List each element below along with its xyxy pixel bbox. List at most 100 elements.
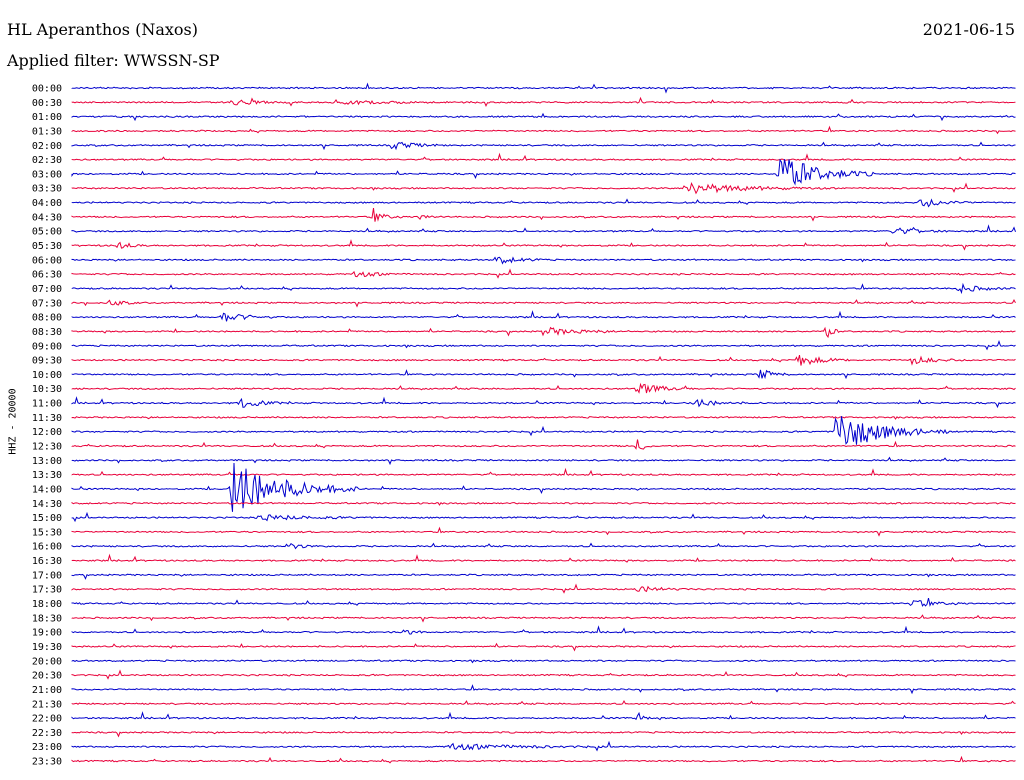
tick-label-group: 00:00 00:30 01:00 01:30 02:00 02:30 03:00 03:30… xyxy=(32,84,62,768)
trace-line xyxy=(71,755,1016,764)
row-tick-label: 21:30 xyxy=(32,699,62,710)
trace-line xyxy=(71,326,1016,339)
station-title: HL Aperanthos (Naxos) xyxy=(7,20,198,39)
row-tick-label: 05:00 xyxy=(32,227,62,238)
row-tick-label: 03:00 xyxy=(32,169,62,180)
row-tick-label: 04:30 xyxy=(32,212,62,223)
row-tick-label: 14:30 xyxy=(32,499,62,510)
trace-line xyxy=(71,415,1016,420)
row-tick-label: 05:30 xyxy=(32,241,62,252)
trace-line xyxy=(71,369,1016,380)
trace-line xyxy=(71,198,1016,208)
row-tick-label: 00:30 xyxy=(32,98,62,109)
trace-group xyxy=(71,82,1016,764)
trace-line xyxy=(71,256,1016,265)
row-tick-label: 01:30 xyxy=(32,126,62,137)
filter-label: Applied filter: WWSSN-SP xyxy=(7,51,220,70)
row-tick-label: 21:00 xyxy=(32,685,62,696)
row-tick-label: 02:30 xyxy=(32,155,62,166)
trace-line xyxy=(71,699,1016,706)
row-tick-label: 20:30 xyxy=(32,671,62,682)
row-tick-label: 16:30 xyxy=(32,556,62,567)
trace-line xyxy=(71,467,1016,477)
trace-line xyxy=(71,526,1016,537)
row-tick-label: 00:00 xyxy=(32,84,62,95)
trace-line xyxy=(71,396,1016,409)
row-tick-label: 18:00 xyxy=(32,599,62,610)
row-tick-label: 10:30 xyxy=(32,384,62,395)
trace-line xyxy=(71,354,1016,366)
row-tick-label: 09:00 xyxy=(32,341,62,352)
trace-line xyxy=(71,463,1016,512)
trace-line xyxy=(71,141,1016,151)
row-tick-label: 11:30 xyxy=(32,413,62,424)
row-tick-label: 23:00 xyxy=(32,742,62,753)
trace-line xyxy=(71,181,1016,195)
trace-line xyxy=(71,659,1016,664)
row-tick-label: 01:00 xyxy=(32,112,62,123)
row-tick-label: 13:30 xyxy=(32,470,62,481)
row-tick-label: 13:00 xyxy=(32,456,62,467)
row-tick-label: 22:00 xyxy=(32,714,62,725)
trace-line xyxy=(71,439,1016,450)
trace-line xyxy=(71,268,1016,279)
trace-line xyxy=(71,416,1016,445)
row-tick-label: 11:00 xyxy=(32,399,62,410)
row-tick-label: 18:30 xyxy=(32,613,62,624)
row-tick-label: 15:30 xyxy=(32,527,62,538)
trace-line xyxy=(71,597,1016,607)
row-tick-label: 06:30 xyxy=(32,270,62,281)
trace-line xyxy=(71,614,1016,623)
row-tick-label: 16:00 xyxy=(32,542,62,553)
row-tick-label: 07:30 xyxy=(32,298,62,309)
trace-line xyxy=(71,542,1016,550)
trace-line xyxy=(71,207,1016,222)
row-tick-label: 23:30 xyxy=(32,757,62,768)
date-label: 2021-06-15 xyxy=(922,20,1015,39)
trace-line xyxy=(71,730,1016,738)
trace-line xyxy=(71,112,1016,122)
trace-line xyxy=(71,573,1016,580)
trace-line xyxy=(71,642,1016,652)
row-tick-label: 02:00 xyxy=(32,141,62,152)
trace-line xyxy=(71,339,1016,351)
trace-line xyxy=(71,158,1016,186)
trace-line xyxy=(71,711,1016,721)
trace-line xyxy=(71,501,1016,506)
trace-line xyxy=(71,282,1016,295)
trace-line xyxy=(71,310,1016,322)
trace-line xyxy=(71,583,1016,594)
trace-line xyxy=(71,125,1016,135)
trace-line xyxy=(71,625,1016,635)
row-tick-label: 09:30 xyxy=(32,356,62,367)
row-tick-label: 15:00 xyxy=(32,513,62,524)
row-tick-label: 20:00 xyxy=(32,656,62,667)
row-tick-label: 06:00 xyxy=(32,255,62,266)
row-tick-label: 14:00 xyxy=(32,484,62,495)
row-tick-label: 17:00 xyxy=(32,570,62,581)
trace-line xyxy=(71,511,1016,523)
trace-line xyxy=(71,82,1016,94)
trace-line xyxy=(71,456,1016,466)
trace-line xyxy=(71,669,1016,680)
row-tick-label: 17:30 xyxy=(32,585,62,596)
row-tick-label: 08:00 xyxy=(32,313,62,324)
row-tick-label: 03:30 xyxy=(32,184,62,195)
trace-line xyxy=(71,224,1016,235)
row-tick-label: 19:00 xyxy=(32,628,62,639)
row-tick-label: 12:30 xyxy=(32,442,62,453)
row-tick-label: 22:30 xyxy=(32,728,62,739)
trace-line xyxy=(71,382,1016,394)
trace-line xyxy=(71,152,1016,162)
row-tick-label: 08:30 xyxy=(32,327,62,338)
trace-line xyxy=(71,96,1016,107)
trace-line xyxy=(71,740,1016,752)
trace-line xyxy=(71,299,1016,308)
row-tick-label: 07:00 xyxy=(32,284,62,295)
trace-line xyxy=(71,553,1016,563)
trace-line xyxy=(71,684,1016,695)
row-tick-label: 19:30 xyxy=(32,642,62,653)
row-tick-label: 04:00 xyxy=(32,198,62,209)
row-tick-label: 10:00 xyxy=(32,370,62,381)
